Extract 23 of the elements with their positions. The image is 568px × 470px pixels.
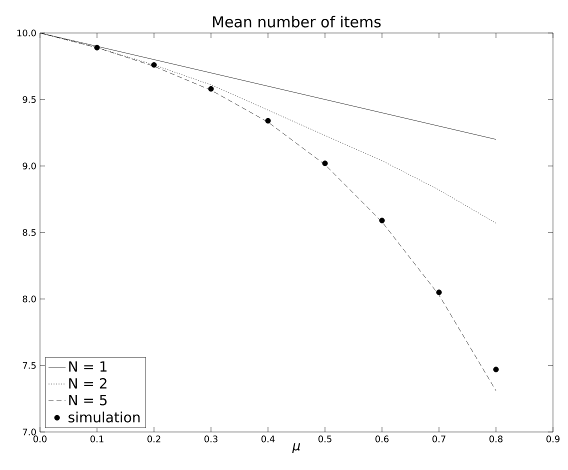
y-tick-label: 9.5 bbox=[22, 96, 36, 103]
x-tick-label: 0.0 bbox=[33, 436, 47, 442]
x-tick-label: 0.3 bbox=[204, 436, 218, 442]
y-tick-label: 8.0 bbox=[22, 296, 36, 302]
y-tick-label: 9.0 bbox=[22, 162, 36, 170]
x-tick-label: 0.5 bbox=[318, 436, 332, 442]
legend-label: N = 1 bbox=[69, 361, 107, 372]
legend-label: N = 5 bbox=[69, 394, 107, 406]
y-tick-label: 8.5 bbox=[22, 229, 36, 236]
x-axis-title: μ bbox=[292, 443, 300, 453]
x-tick-label: 0.4 bbox=[261, 436, 275, 442]
x-tick-label: 0.7 bbox=[432, 436, 446, 442]
y-tick-label: 7.5 bbox=[22, 362, 36, 369]
x-tick-label: 0.9 bbox=[546, 436, 560, 442]
x-tick-label: 0.8 bbox=[489, 436, 503, 442]
legend-label: simulation bbox=[68, 412, 140, 422]
legend-label: N = 2 bbox=[69, 378, 106, 388]
x-tick-label: 0.6 bbox=[375, 436, 389, 442]
chart-title: Mean number of items bbox=[213, 16, 381, 28]
y-tick-label: 7.0 bbox=[22, 428, 36, 436]
y-tick-label: 10.0 bbox=[17, 30, 36, 36]
x-tick-label: 0.1 bbox=[90, 436, 104, 442]
x-tick-label: 0.2 bbox=[147, 436, 160, 442]
